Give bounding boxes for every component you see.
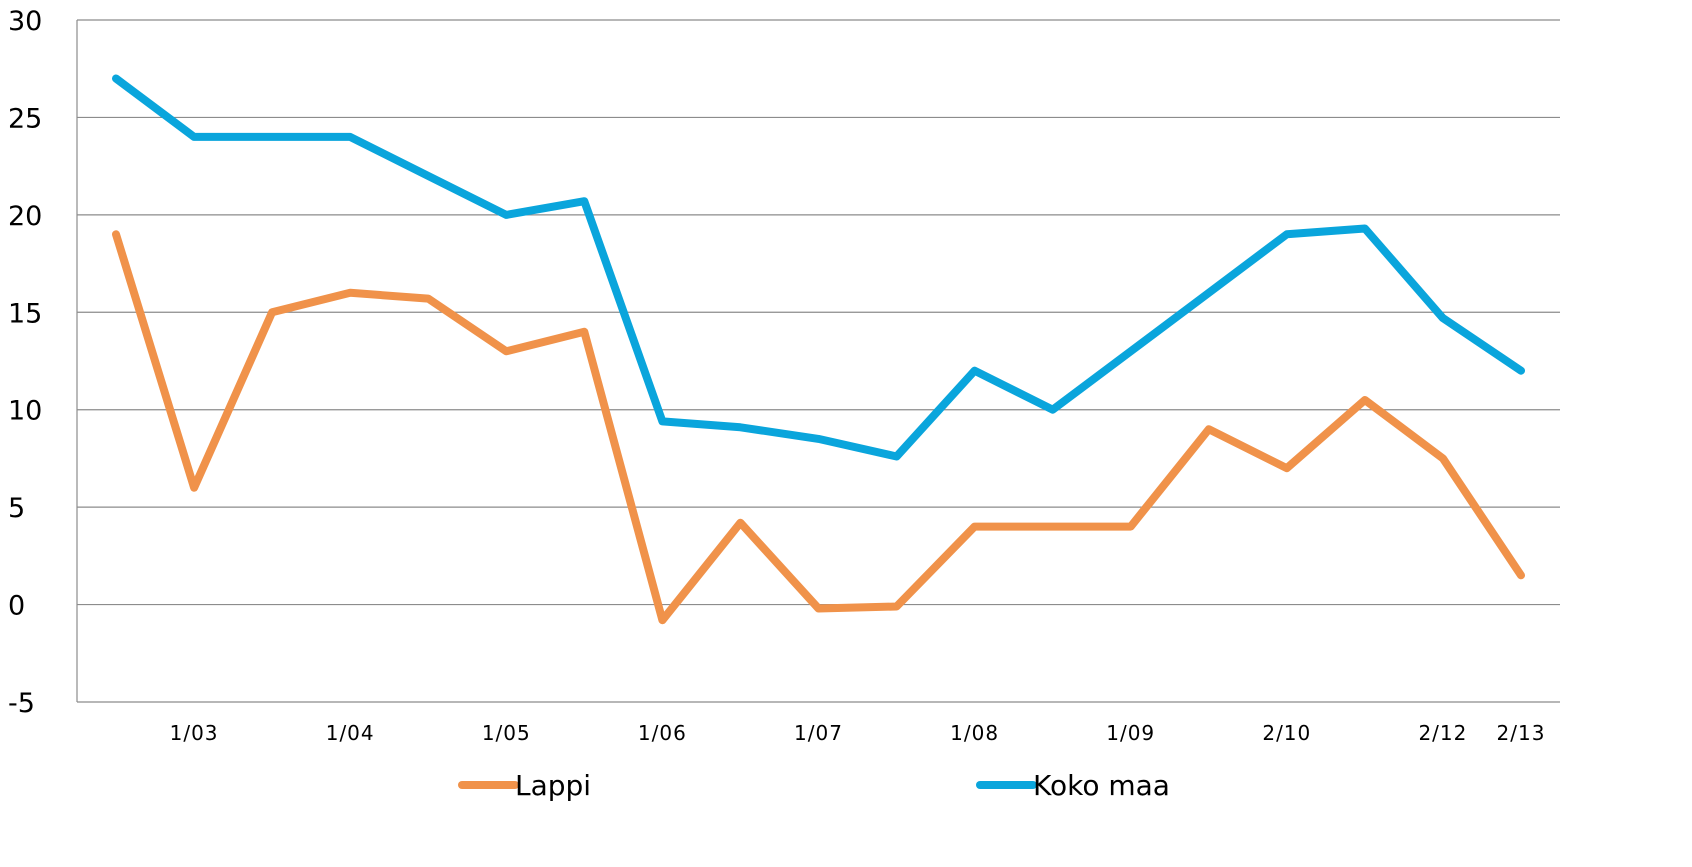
y-tick-label: 0 (8, 591, 25, 622)
y-tick-label: 10 (8, 396, 42, 427)
x-tick-labels: 1/03 1/04 1/05 1/06 1/07 1/08 1/09 2/10 2/12 2/13 (170, 721, 1546, 745)
y-tick-label: 5 (8, 493, 25, 524)
x-tick-label: 1/06 (638, 721, 687, 745)
legend-label-lappi: Lappi (515, 769, 591, 802)
series-line-koko-maa (112, 74, 1525, 461)
y-tick-labels: 30 25 20 15 10 5 0 -5 (8, 6, 42, 719)
y-tick-label: -5 (8, 688, 35, 719)
y-tick-label: 15 (8, 298, 42, 329)
y-tick-label: 30 (8, 6, 42, 37)
legend-item-lappi: Lappi (458, 769, 591, 802)
x-tick-label: 1/07 (794, 721, 843, 745)
y-tick-label: 25 (8, 103, 42, 134)
x-tick-label: 1/05 (482, 721, 531, 745)
legend: Lappi Koko maa (458, 769, 1170, 802)
legend-item-koko-maa: Koko maa (976, 769, 1170, 802)
legend-label-koko-maa: Koko maa (1033, 769, 1170, 802)
x-tick-label: 2/13 (1497, 721, 1546, 745)
x-tick-label: 1/03 (170, 721, 219, 745)
axes (76, 20, 1560, 703)
x-tick-label: 1/04 (326, 721, 375, 745)
series-line-lappi (112, 230, 1525, 625)
series-lines (112, 74, 1525, 625)
y-tick-label: 20 (8, 201, 42, 232)
x-tick-label: 2/10 (1262, 721, 1311, 745)
x-tick-label: 1/08 (950, 721, 999, 745)
grid-lines (77, 19, 1560, 606)
x-tick-label: 2/12 (1418, 721, 1467, 745)
x-tick-label: 1/09 (1106, 721, 1155, 745)
